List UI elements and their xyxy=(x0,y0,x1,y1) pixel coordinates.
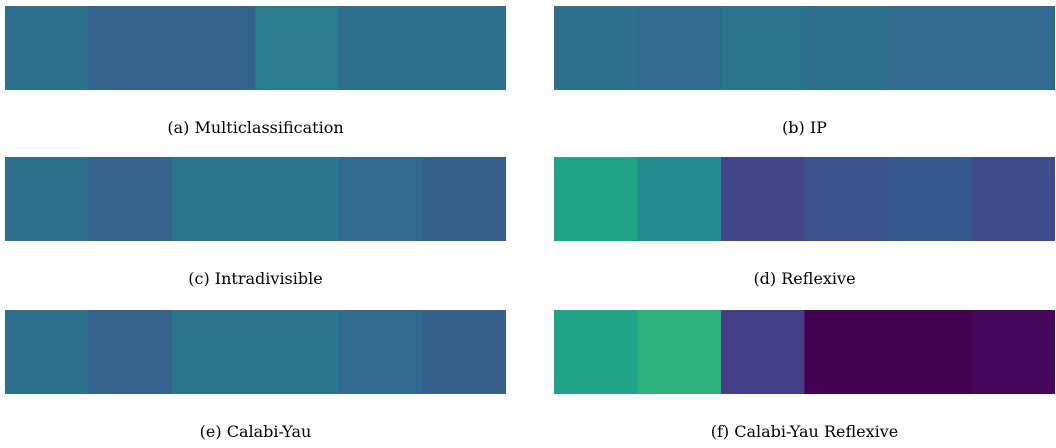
heatmap-panel-f: (f) Calabi-Yau Reflexive xyxy=(554,310,1055,444)
heatmap-cell-a-2 xyxy=(88,6,173,90)
heatmap-cell-f-4 xyxy=(804,310,889,394)
heatmap-cell-d-6 xyxy=(971,157,1055,241)
caption-d: (d) Reflexive xyxy=(753,269,856,288)
heatmap-cell-f-3 xyxy=(721,310,806,394)
caption-f: (f) Calabi-Yau Reflexive xyxy=(710,422,899,441)
heatmap-cell-e-4 xyxy=(255,310,340,394)
heatmap-cell-c-2 xyxy=(88,157,173,241)
heatmap-cell-c-1 xyxy=(5,157,90,241)
heatmap-strip-b xyxy=(554,6,1055,90)
heatmap-cell-d-1 xyxy=(554,157,639,241)
heatmap-strip-a xyxy=(5,6,506,90)
heatmap-cell-d-5 xyxy=(888,157,973,241)
heatmap-strip-e xyxy=(5,310,506,394)
heatmap-cell-c-3 xyxy=(172,157,257,241)
heatmap-cell-a-4 xyxy=(255,6,340,90)
heatmap-cell-b-3 xyxy=(721,6,806,90)
heatmap-cell-d-3 xyxy=(721,157,806,241)
heatmap-cell-f-5 xyxy=(888,310,973,394)
heatmap-cell-a-1 xyxy=(5,6,90,90)
heatmap-strip-d xyxy=(554,157,1055,241)
heatmap-cell-e-5 xyxy=(339,310,424,394)
heatmap-cell-b-2 xyxy=(637,6,722,90)
heatmap-cell-d-4 xyxy=(804,157,889,241)
heatmap-strip-c xyxy=(5,157,506,241)
heatmap-cell-e-2 xyxy=(88,310,173,394)
heatmap-strip-f xyxy=(554,310,1055,394)
heatmap-cell-a-5 xyxy=(339,6,424,90)
heatmap-panel-a: (a) Multiclassification xyxy=(5,6,506,140)
heatmap-cell-c-4 xyxy=(255,157,340,241)
heatmap-cell-d-2 xyxy=(637,157,722,241)
heatmap-panel-d: (d) Reflexive xyxy=(554,157,1055,291)
heatmap-cell-b-4 xyxy=(804,6,889,90)
caption-e: (e) Calabi-Yau xyxy=(199,422,312,441)
heatmap-cell-c-5 xyxy=(339,157,424,241)
heatmap-cell-a-6 xyxy=(422,6,506,90)
heatmap-cell-b-1 xyxy=(554,6,639,90)
heatmap-cell-b-6 xyxy=(971,6,1055,90)
heatmap-cell-e-3 xyxy=(172,310,257,394)
heatmap-cell-e-1 xyxy=(5,310,90,394)
caption-b: (b) IP xyxy=(782,118,827,137)
heatmap-cell-f-1 xyxy=(554,310,639,394)
heatmap-cell-f-2 xyxy=(637,310,722,394)
caption-a: (a) Multiclassification xyxy=(167,118,344,137)
heatmap-cell-e-6 xyxy=(422,310,506,394)
heatmap-panel-b: (b) IP xyxy=(554,6,1055,140)
heatmap-cell-f-6 xyxy=(971,310,1055,394)
heatmap-cell-a-3 xyxy=(172,6,257,90)
heatmap-panel-e: (e) Calabi-Yau xyxy=(5,310,506,444)
heatmap-cell-b-5 xyxy=(888,6,973,90)
heatmap-cell-c-6 xyxy=(422,157,506,241)
heatmap-panel-c: (c) Intradivisible xyxy=(5,157,506,291)
caption-c: (c) Intradivisible xyxy=(188,269,323,288)
